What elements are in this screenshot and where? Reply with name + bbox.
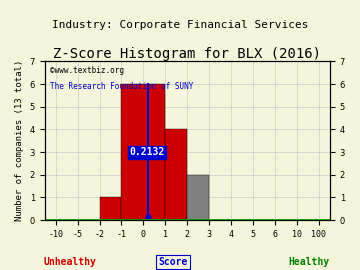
Bar — [187, 175, 209, 220]
Y-axis label: Number of companies (13 total): Number of companies (13 total) — [15, 60, 24, 221]
Text: Industry: Corporate Financial Services: Industry: Corporate Financial Services — [52, 20, 308, 30]
Bar — [99, 197, 121, 220]
Text: ©www.textbiz.org: ©www.textbiz.org — [50, 66, 124, 75]
Bar — [165, 129, 187, 220]
Text: Score: Score — [158, 257, 188, 267]
Title: Z-Score Histogram for BLX (2016): Z-Score Histogram for BLX (2016) — [53, 48, 321, 61]
Bar — [121, 84, 165, 220]
Text: 0.2132: 0.2132 — [129, 147, 165, 157]
Text: The Research Foundation of SUNY: The Research Foundation of SUNY — [50, 82, 194, 91]
Text: Healthy: Healthy — [288, 257, 329, 267]
Text: Unhealthy: Unhealthy — [43, 257, 96, 267]
